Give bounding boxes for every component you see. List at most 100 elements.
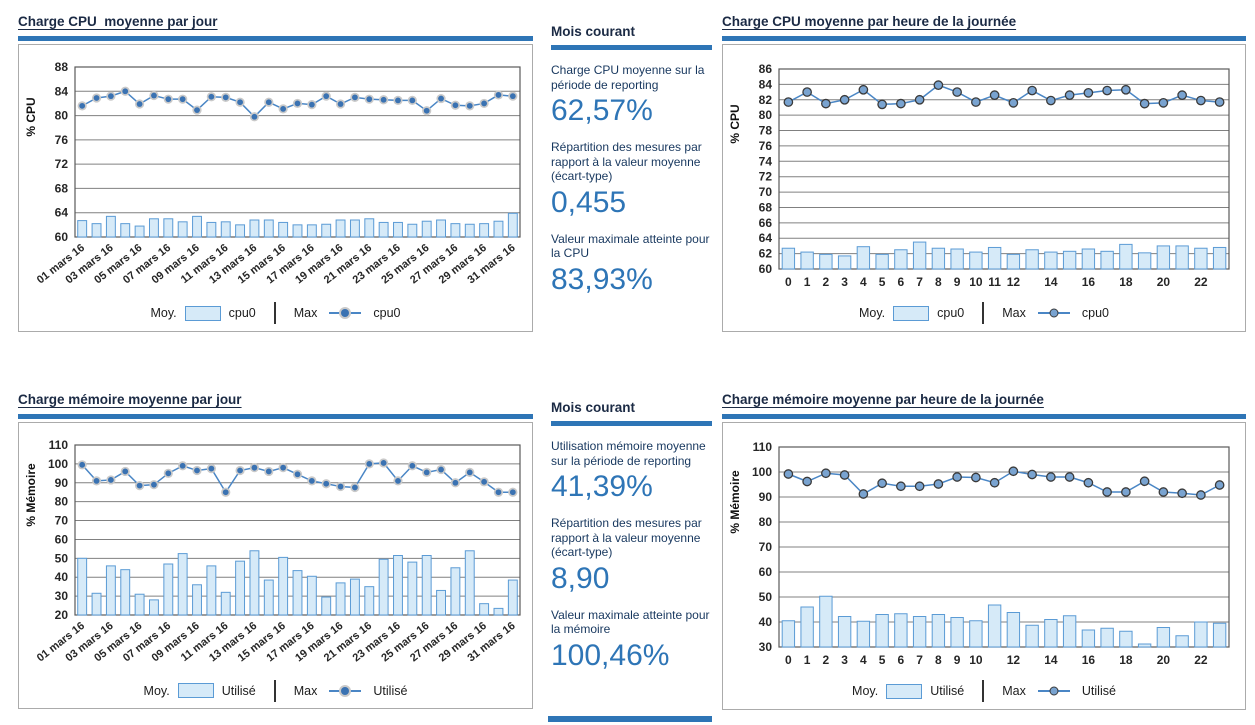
svg-text:80: 80 [759,108,773,122]
legend-max-marker-icon [1037,690,1070,692]
stat-value-memory-mean: 41,39% [551,470,653,503]
legend-moy-label: Moy. [858,306,886,320]
legend-max-series: cpu0 [1081,306,1109,320]
svg-text:10: 10 [969,275,983,289]
svg-text:9: 9 [954,275,961,289]
svg-text:70: 70 [759,540,773,554]
svg-text:60: 60 [55,532,69,546]
stat-label-cpu-stddev: Répartition des mesures par rapport à la… [551,140,702,183]
legend-moy-label: Moy. [143,683,170,698]
svg-text:18: 18 [1119,653,1133,667]
svg-text:8: 8 [935,275,942,289]
stats-panel-memory: Mois courant Utilisation mémoire moyenne… [551,400,715,678]
legend-moy-series: cpu0 [937,306,965,320]
svg-text:62: 62 [759,247,773,261]
svg-text:72: 72 [55,157,69,171]
legend-moy-series: Utilisé [930,684,965,698]
svg-text:30: 30 [55,589,69,603]
svg-text:14: 14 [1044,275,1058,289]
stat-value-memory-stddev: 8,90 [551,561,610,595]
panel-memory-per-hour: Charge mémoire moyenne par heure de la j… [722,392,1246,710]
legend-moy-swatch [184,305,221,321]
svg-text:78: 78 [759,124,773,138]
svg-text:76: 76 [759,139,773,153]
svg-text:68: 68 [759,200,773,214]
legend-max-marker-icon [329,689,362,692]
stat-label-cpu-max: Valeur maximale atteinte pour la CPU [551,231,710,261]
svg-text:12: 12 [1007,275,1021,289]
legend-max-label: Max [1002,684,1026,698]
title-underline-bar [18,414,533,419]
chart-legend: Moy. cpu0 Max cpu0 [150,295,401,331]
stats-header: Mois courant [551,24,636,39]
svg-text:10: 10 [969,653,983,667]
title-underline-bar [722,36,1246,41]
svg-text:6: 6 [898,653,905,667]
stat-value-cpu-mean: 62,57% [551,94,653,127]
chart-legend: Moy. cpu0 Max cpu0 [859,295,1109,331]
chart-title-cpu-day: Charge CPU moyenne par jour [18,14,218,29]
svg-text:5: 5 [879,653,886,667]
svg-text:64: 64 [759,231,773,245]
svg-text:% CPU: % CPU [24,97,38,136]
svg-text:0: 0 [785,275,792,289]
svg-text:60: 60 [759,565,773,579]
legend-max-series: Utilisé [373,683,408,698]
svg-text:40: 40 [759,615,773,629]
legend-moy-series: Utilisé [221,683,256,698]
svg-text:7: 7 [916,275,923,289]
svg-text:20: 20 [1157,653,1171,667]
svg-text:76: 76 [55,133,69,147]
legend-divider [982,680,985,702]
svg-text:1: 1 [804,653,811,667]
stats-header-underline [551,421,712,426]
legend-max-series: Utilisé [1081,684,1116,698]
stat-label-memory-max: Valeur maximale atteinte pour la mémoire [551,607,710,637]
stats-header: Mois courant [551,400,636,415]
stat-label-cpu-mean: Charge CPU moyenne sur la période de rep… [551,63,705,92]
panel-cpu-per-hour: Charge CPU moyenne par heure de la journ… [722,14,1246,332]
svg-text:3: 3 [841,653,848,667]
svg-text:7: 7 [916,653,923,667]
svg-text:84: 84 [55,84,69,98]
chart-legend: Moy. Utilisé Max Utilisé [143,673,408,708]
svg-text:16: 16 [1082,275,1096,289]
svg-text:11: 11 [988,275,1001,289]
svg-text:84: 84 [759,77,773,91]
svg-text:88: 88 [55,60,69,74]
svg-text:14: 14 [1044,653,1058,667]
stat-value-memory-max: 100,46% [551,638,670,672]
legend-moy-label: Moy. [150,306,177,320]
legend-divider [273,302,276,324]
title-underline-bar [722,414,1246,419]
legend-max-label: Max [293,683,318,698]
svg-text:82: 82 [759,93,773,107]
legend-max-label: Max [293,306,318,320]
svg-text:60: 60 [55,230,69,244]
legend-max-marker-icon [329,312,362,314]
stat-label-memory-mean: Utilisation mémoire moyenne sur la pério… [551,439,706,468]
svg-text:9: 9 [954,653,961,667]
svg-text:3: 3 [841,275,848,289]
svg-text:100: 100 [752,465,772,479]
chart-box-memory-day: 20 30 40 50 60 70 80 90 100 110 01 mars 16 03 mars … [18,422,533,709]
stats-header-underline [551,45,712,50]
legend-moy-swatch [893,305,930,321]
legend-max-series: cpu0 [373,306,401,320]
svg-text:50: 50 [55,551,69,565]
svg-text:50: 50 [759,590,773,604]
svg-text:4: 4 [860,653,867,667]
stat-value-cpu-max: 83,93% [551,262,653,296]
svg-text:4: 4 [860,275,867,289]
svg-text:2: 2 [823,653,830,667]
svg-text:66: 66 [759,216,773,230]
svg-text:% CPU: % CPU [728,104,742,143]
stat-value-cpu-stddev: 0,455 [551,185,627,219]
svg-text:% Mémoire: % Mémoire [728,470,742,534]
svg-text:72: 72 [759,170,773,184]
svg-text:2: 2 [823,275,830,289]
legend-moy-swatch [177,683,214,698]
svg-text:90: 90 [759,490,773,504]
